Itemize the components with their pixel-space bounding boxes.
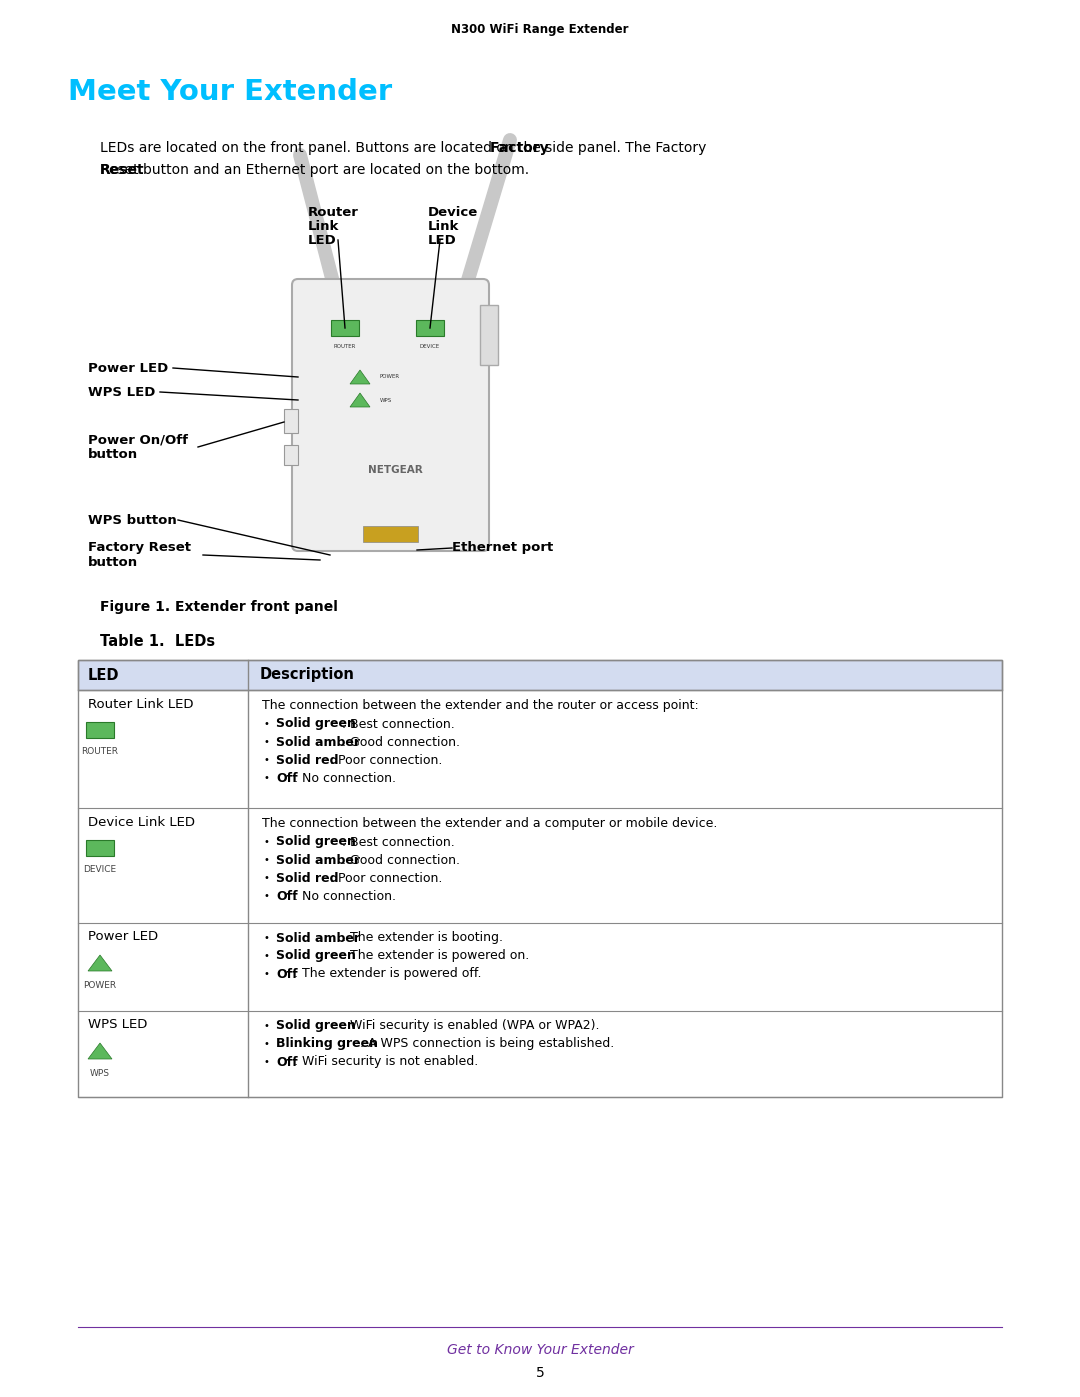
Text: Off: Off (276, 1056, 298, 1069)
Text: Factory Reset: Factory Reset (87, 542, 191, 555)
Text: . Good connection.: . Good connection. (342, 854, 460, 866)
Text: LED: LED (87, 668, 120, 683)
Text: Power LED: Power LED (87, 362, 168, 374)
Text: WPS LED: WPS LED (87, 386, 156, 398)
FancyBboxPatch shape (292, 279, 489, 550)
Text: WPS LED: WPS LED (87, 1018, 147, 1031)
Text: . The extender is booting.: . The extender is booting. (342, 932, 503, 944)
Text: Solid green: Solid green (276, 1020, 356, 1032)
Text: Link: Link (308, 219, 339, 232)
Text: Solid green: Solid green (276, 835, 356, 848)
Text: •: • (264, 873, 269, 883)
Text: . Poor connection.: . Poor connection. (330, 753, 443, 767)
Text: The connection between the extender and the router or access point:: The connection between the extender and … (262, 698, 699, 711)
Text: button: button (87, 447, 138, 461)
Text: . WiFi security is enabled (WPA or WPA2).: . WiFi security is enabled (WPA or WPA2)… (342, 1020, 599, 1032)
Polygon shape (350, 393, 370, 407)
Text: •: • (264, 855, 269, 865)
Bar (284, 446, 298, 465)
Bar (86, 840, 114, 856)
Text: . Best connection.: . Best connection. (342, 835, 455, 848)
Text: The connection between the extender and a computer or mobile device.: The connection between the extender and … (262, 816, 717, 830)
Text: LED: LED (308, 233, 337, 246)
Text: Solid amber: Solid amber (276, 932, 360, 944)
Text: Device: Device (428, 205, 478, 218)
Text: Table 1.  LEDs: Table 1. LEDs (100, 634, 215, 650)
Text: POWER: POWER (83, 981, 117, 989)
Polygon shape (350, 370, 370, 384)
Text: . WiFi security is not enabled.: . WiFi security is not enabled. (294, 1056, 478, 1069)
Text: Router: Router (308, 205, 359, 218)
Text: . Best connection.: . Best connection. (342, 718, 455, 731)
Text: Blinking green: Blinking green (276, 1038, 378, 1051)
Text: Reset button and an Ethernet port are located on the bottom.: Reset button and an Ethernet port are lo… (100, 163, 529, 177)
Text: Meet Your Extender: Meet Your Extender (68, 78, 392, 106)
Text: 5: 5 (536, 1366, 544, 1380)
Text: Power On/Off: Power On/Off (87, 433, 188, 447)
Text: DEVICE: DEVICE (83, 866, 117, 875)
Text: Get to Know Your Extender: Get to Know Your Extender (447, 1343, 633, 1356)
Bar (86, 722, 114, 738)
Text: N300 WiFi Range Extender: N300 WiFi Range Extender (451, 24, 629, 36)
Text: WPS: WPS (380, 398, 392, 402)
Text: LEDs are located on the front panel. Buttons are located on the side panel. The : LEDs are located on the front panel. But… (100, 141, 706, 155)
Text: WPS button: WPS button (87, 514, 177, 527)
Text: •: • (264, 951, 269, 961)
Text: •: • (264, 773, 269, 782)
Text: ROUTER: ROUTER (81, 747, 119, 757)
Text: Solid red: Solid red (276, 872, 338, 884)
Bar (363, 527, 418, 542)
Text: Solid amber: Solid amber (276, 735, 360, 749)
Text: . A WPS connection is being established.: . A WPS connection is being established. (360, 1038, 615, 1051)
Text: Link: Link (428, 219, 459, 232)
Bar (78, 659, 1002, 1097)
Polygon shape (87, 1044, 112, 1059)
Text: •: • (264, 933, 269, 943)
Text: Off: Off (276, 771, 298, 785)
Text: . Good connection.: . Good connection. (342, 735, 460, 749)
Bar (416, 320, 444, 337)
Text: Description: Description (260, 668, 355, 683)
Text: Ethernet port: Ethernet port (453, 542, 553, 555)
Text: . No connection.: . No connection. (294, 890, 396, 902)
Text: Solid amber: Solid amber (276, 854, 360, 866)
Text: •: • (264, 837, 269, 847)
Text: Figure 1. Extender front panel: Figure 1. Extender front panel (100, 599, 338, 615)
Text: Power LED: Power LED (87, 930, 158, 943)
Bar (284, 409, 298, 433)
Text: DEVICE: DEVICE (420, 344, 440, 348)
Text: Device Link LED: Device Link LED (87, 816, 195, 828)
Text: . The extender is powered on.: . The extender is powered on. (342, 950, 529, 963)
Text: •: • (264, 738, 269, 747)
Text: . No connection.: . No connection. (294, 771, 396, 785)
Text: Reset: Reset (100, 163, 145, 177)
Polygon shape (87, 956, 112, 971)
Text: •: • (264, 1058, 269, 1067)
Text: •: • (264, 1021, 269, 1031)
Bar (78, 659, 1002, 690)
Text: Solid green: Solid green (276, 950, 356, 963)
Text: •: • (264, 970, 269, 979)
Bar (330, 320, 359, 337)
Text: •: • (264, 754, 269, 766)
Text: POWER: POWER (380, 374, 400, 380)
Text: Router Link LED: Router Link LED (87, 697, 193, 711)
Text: •: • (264, 891, 269, 901)
Text: Factory: Factory (100, 141, 549, 155)
Text: LED: LED (428, 233, 457, 246)
Text: •: • (264, 719, 269, 729)
Text: button: button (87, 556, 138, 569)
Text: •: • (264, 1039, 269, 1049)
Text: Off: Off (276, 968, 298, 981)
Text: ROUTER: ROUTER (334, 344, 356, 348)
Text: Off: Off (276, 890, 298, 902)
Text: Solid green: Solid green (276, 718, 356, 731)
Text: . The extender is powered off.: . The extender is powered off. (294, 968, 482, 981)
Text: NETGEAR: NETGEAR (367, 465, 422, 475)
Text: WPS: WPS (90, 1069, 110, 1077)
Text: . Poor connection.: . Poor connection. (330, 872, 443, 884)
Bar (480, 305, 498, 365)
Text: Solid red: Solid red (276, 753, 338, 767)
